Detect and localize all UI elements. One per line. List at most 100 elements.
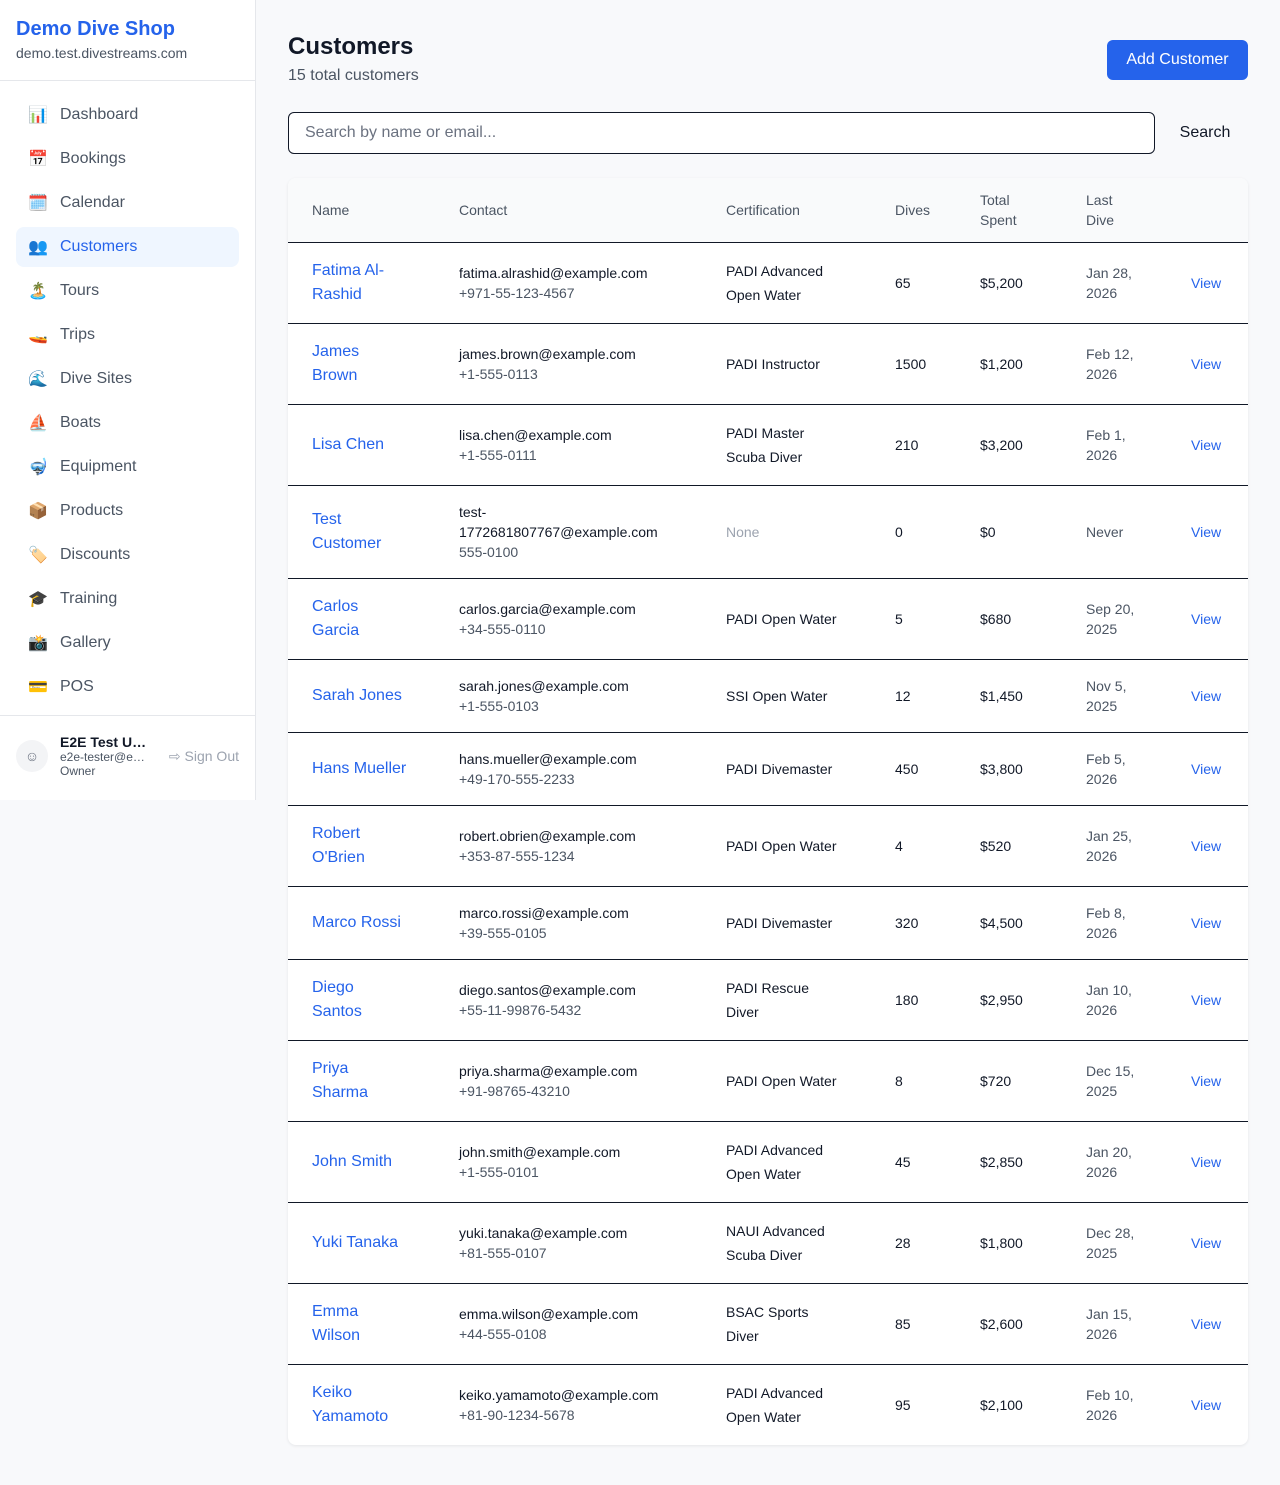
sign-out-button[interactable]: ⇨ Sign Out (169, 748, 239, 765)
view-customer-link[interactable]: View (1191, 355, 1222, 372)
column-header-label: Certification (726, 201, 800, 218)
customer-phone: +81-555-0107 (459, 1244, 547, 1261)
sidebar-item-dive-sites[interactable]: 🌊 Dive Sites (16, 359, 239, 399)
view-customer-link[interactable]: View (1191, 1153, 1222, 1170)
sidebar-item-pos[interactable]: 💳 POS (16, 667, 239, 707)
sidebar-item-equipment[interactable]: 🤿 Equipment (16, 447, 239, 487)
customer-name-link[interactable]: Carlos Garcia (312, 597, 360, 639)
add-customer-button[interactable]: Add Customer (1107, 40, 1248, 80)
customer-phone: +49-170-555-2233 (459, 770, 575, 787)
sidebar-item-customers[interactable]: 👥 Customers (16, 227, 239, 267)
view-customer-link[interactable]: View (1191, 1234, 1222, 1251)
certification: PADI Rescue Diver (726, 979, 809, 1020)
contact-cell: carlos.garcia@example.com +34-555-0110 (435, 578, 702, 660)
last-dive-cell: Dec 15, 2025 (1062, 1040, 1167, 1122)
page-title: Customers (288, 33, 414, 60)
name-cell: Keiko Yamamoto (288, 1364, 435, 1445)
view-customer-link[interactable]: View (1191, 914, 1222, 931)
customer-phone: +1-555-0111 (459, 446, 537, 463)
customer-phone: +1-555-0101 (459, 1163, 539, 1180)
view-customer-link[interactable]: View (1191, 991, 1222, 1008)
total-spent-cell: $2,100 (980, 1396, 1023, 1413)
customer-name-link[interactable]: John Smith (312, 1152, 393, 1170)
sidebar-nav: 📊 Dashboard 📅 Bookings 🗓️ Calendar 👥 Customers 🏝… (0, 81, 255, 725)
pos-icon: 💳 (28, 679, 48, 696)
view-customer-link[interactable]: View (1191, 274, 1222, 291)
name-cell: Emma Wilson (288, 1283, 435, 1365)
customer-email: priya.sharma@example.com (459, 1062, 638, 1079)
total-spent-cell: $4,500 (956, 886, 1062, 960)
customer-name-link[interactable]: Robert O'Brien (312, 824, 365, 866)
calendar-icon: 🗓️ (28, 195, 48, 212)
last-dive: Jan 15, 2026 (1086, 1305, 1132, 1342)
customer-name-link[interactable]: Fatima Al-Rashid (312, 261, 385, 303)
customer-name-link[interactable]: Marco Rossi (312, 913, 401, 931)
table-row: Priya Sharma priya.sharma@example.com +91… (288, 1040, 1248, 1122)
contact-cell: diego.santos@example.com +55-11-99876-543… (435, 959, 702, 1041)
sidebar-item-products[interactable]: 📦 Products (16, 491, 239, 531)
sidebar-item-calendar[interactable]: 🗓️ Calendar (16, 183, 239, 223)
actions-cell: View (1167, 732, 1248, 806)
total-spent-cell: $1,450 (956, 659, 1062, 733)
customer-name-link[interactable]: Emma Wilson (312, 1302, 361, 1344)
last-dive: Feb 5, 2026 (1086, 750, 1126, 787)
sidebar-item-training[interactable]: 🎓 Training (16, 579, 239, 619)
view-customer-link[interactable]: View (1191, 1396, 1222, 1413)
name-cell: James Brown (288, 323, 435, 405)
sidebar-item-label: Calendar (60, 194, 125, 211)
name-cell: Priya Sharma (288, 1040, 435, 1122)
sidebar-item-gallery[interactable]: 📸 Gallery (16, 623, 239, 663)
sidebar-item-trips[interactable]: 🚤 Trips (16, 315, 239, 355)
customer-phone: +971-55-123-4567 (459, 284, 575, 301)
customer-name-link[interactable]: Yuki Tanaka (312, 1233, 398, 1251)
total-spent-cell: $0 (956, 485, 1062, 579)
customer-name-link[interactable]: Test Customer (312, 510, 382, 552)
customer-name-link[interactable]: James Brown (312, 342, 360, 384)
certification-cell: PADI Advanced Open Water (702, 1364, 871, 1445)
sidebar-item-boats[interactable]: ⛵ Boats (16, 403, 239, 443)
customer-email: keiko.yamamoto@example.com (459, 1386, 659, 1403)
total-spent-cell: $680 (956, 578, 1062, 660)
table-row: Fatima Al-Rashid fatima.alrashid@example… (288, 242, 1248, 324)
actions-header (1167, 178, 1248, 243)
last-dive: Dec 15, 2025 (1086, 1062, 1135, 1099)
sidebar-item-dashboard[interactable]: 📊 Dashboard (16, 95, 239, 135)
actions-cell: View (1167, 242, 1248, 324)
dives-cell: 320 (871, 886, 956, 960)
shop-name[interactable]: Demo Dive Shop (16, 18, 175, 40)
sidebar-item-bookings[interactable]: 📅 Bookings (16, 139, 239, 179)
customer-name-link[interactable]: Keiko Yamamoto (312, 1383, 389, 1425)
view-customer-link[interactable]: View (1191, 1072, 1222, 1089)
column-header-label: Name (312, 201, 350, 218)
last-dive-cell: Jan 25, 2026 (1062, 805, 1167, 887)
contact-cell: lisa.chen@example.com +1-555-0111 (435, 404, 702, 486)
view-customer-link[interactable]: View (1191, 687, 1222, 704)
view-customer-link[interactable]: View (1191, 610, 1222, 627)
customer-name-link[interactable]: Sarah Jones (312, 686, 402, 704)
customer-name-link[interactable]: Lisa Chen (312, 435, 385, 453)
view-customer-link[interactable]: View (1191, 523, 1222, 540)
total-spent-cell: $1,200 (956, 323, 1062, 405)
sidebar-item-discounts[interactable]: 🏷️ Discounts (16, 535, 239, 575)
customer-name-link[interactable]: Diego Santos (312, 978, 362, 1020)
sidebar-item-tours[interactable]: 🏝️ Tours (16, 271, 239, 311)
table-row: Carlos Garcia carlos.garcia@example.com +… (288, 578, 1248, 660)
dashboard-icon: 📊 (28, 107, 48, 124)
customer-name-link[interactable]: Hans Mueller (312, 759, 407, 777)
actions-cell: View (1167, 886, 1248, 960)
customer-name-link[interactable]: Priya Sharma (312, 1059, 369, 1101)
search-input[interactable] (288, 112, 1155, 154)
sidebar-item-label: Customers (60, 238, 138, 255)
view-customer-link[interactable]: View (1191, 436, 1222, 453)
view-customer-link[interactable]: View (1191, 837, 1222, 854)
view-customer-link[interactable]: View (1191, 1315, 1222, 1332)
name-cell: Carlos Garcia (288, 578, 435, 660)
column-header: Name (288, 178, 435, 243)
dives-cell: 12 (871, 659, 956, 733)
view-customer-link[interactable]: View (1191, 760, 1222, 777)
dives-cell: 5 (871, 578, 956, 660)
column-header: Contact (435, 178, 702, 243)
search-button[interactable]: Search (1162, 112, 1248, 154)
last-dive: Nov 5, 2025 (1086, 677, 1127, 714)
column-header: Total Spent (956, 178, 1062, 243)
